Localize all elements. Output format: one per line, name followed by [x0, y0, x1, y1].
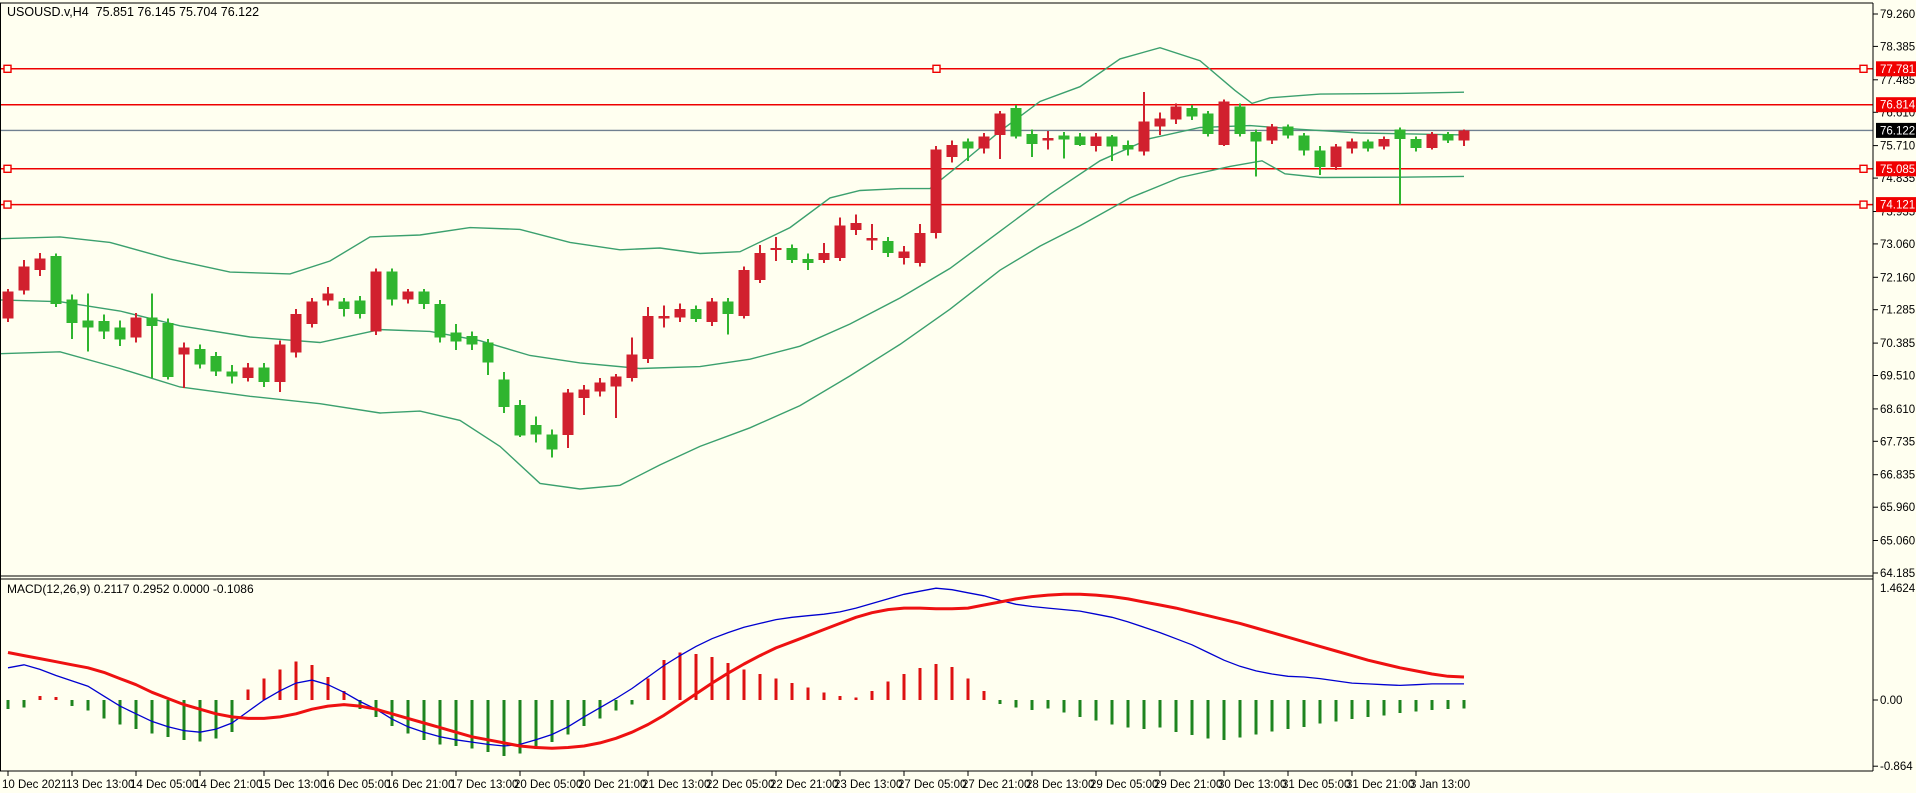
- bollinger-upper-band: [0, 46, 1465, 275]
- price-tick-label: 69.510: [1880, 371, 1915, 383]
- price-tick-label: 79.260: [1880, 9, 1915, 21]
- bollinger-middle-band: [0, 124, 1465, 370]
- price-tick-label: 65.960: [1880, 502, 1915, 514]
- line-anchor: [1859, 200, 1868, 209]
- hline-price-tag: [1876, 61, 1916, 77]
- svg-text:76.814: 76.814: [1880, 100, 1916, 112]
- line-anchor: [1859, 64, 1868, 74]
- price-tick-label: 72.160: [1880, 272, 1915, 284]
- line-anchor: [3, 164, 12, 174]
- macd-signal-line: [7, 592, 1465, 750]
- time-tick-label: 31 Dec 21:00: [1346, 779, 1414, 791]
- time-tick-label: 29 Dec 21:00: [1154, 779, 1222, 791]
- price-tick-label: 77.485: [1880, 75, 1915, 87]
- svg-text:74.121: 74.121: [1880, 200, 1915, 212]
- time-tick-label: 31 Dec 05:00: [1282, 779, 1350, 791]
- price-tick-label: 66.835: [1880, 470, 1915, 482]
- time-tick-label: 29 Dec 05:00: [1090, 779, 1158, 791]
- time-tick-label: 30 Dec 13:00: [1218, 779, 1286, 791]
- svg-text:76.122: 76.122: [1880, 125, 1915, 137]
- time-tick-label: 23 Dec 13:00: [834, 779, 902, 791]
- time-tick-label: 14 Dec 21:00: [194, 779, 262, 791]
- time-tick-label: 13 Dec 13:00: [66, 779, 134, 791]
- time-tick-label: 15 Dec 13:00: [258, 779, 326, 791]
- hline-price-tag: [1876, 161, 1916, 177]
- svg-text:75.085: 75.085: [1880, 164, 1915, 176]
- price-tick-label: 67.735: [1880, 436, 1915, 448]
- macd-min-label: -0.864: [1880, 761, 1913, 773]
- time-tick-label: 22 Dec 21:00: [770, 779, 838, 791]
- price-tick-label: 70.385: [1880, 338, 1915, 350]
- macd-axis[interactable]: 1.4624 0.00 -0.864: [1873, 583, 1916, 773]
- time-tick-label: 20 Dec 05:00: [514, 779, 582, 791]
- time-tick-label: 16 Dec 21:00: [386, 779, 454, 791]
- price-tick-label: 68.610: [1880, 404, 1915, 416]
- time-tick-label: 3 Jan 13:00: [1410, 779, 1470, 791]
- svg-text:77.781: 77.781: [1880, 64, 1915, 76]
- hline-price-tag: [1876, 197, 1916, 213]
- time-tick-label: 27 Dec 05:00: [898, 779, 966, 791]
- bollinger-lower-band: [0, 160, 1465, 490]
- line-anchor: [3, 200, 12, 209]
- price-tick-label: 64.185: [1880, 568, 1915, 580]
- time-tick-label: 10 Dec 2021: [2, 779, 67, 791]
- line-anchor: [932, 64, 941, 74]
- price-tick-label: 65.060: [1880, 536, 1915, 548]
- time-tick-label: 28 Dec 13:00: [1026, 779, 1094, 791]
- line-anchor: [3, 64, 12, 74]
- candlestick-series: [2, 92, 1470, 458]
- pane-frames: [0, 2, 1874, 772]
- line-anchor: [1859, 164, 1868, 174]
- time-tick-label: 20 Dec 21:00: [578, 779, 646, 791]
- price-tick-label: 71.285: [1880, 305, 1915, 317]
- time-tick-label: 16 Dec 05:00: [322, 779, 390, 791]
- time-tick-label: 14 Dec 05:00: [130, 779, 198, 791]
- macd-line: [7, 587, 1464, 747]
- current-price-tag: [1876, 122, 1916, 138]
- price-tick-label: 73.060: [1880, 239, 1915, 251]
- price-tick-label: 75.710: [1880, 141, 1915, 153]
- price-tags: 77.781 76.814 75.085 74.121 76.122: [1876, 61, 1916, 213]
- time-tick-label: 21 Dec 13:00: [642, 779, 710, 791]
- price-tick-label: 78.385: [1880, 41, 1915, 53]
- macd-zero-label: 0.00: [1880, 695, 1902, 707]
- macd-max-label: 1.4624: [1880, 583, 1916, 595]
- time-tick-label: 27 Dec 21:00: [962, 779, 1030, 791]
- time-tick-label: 17 Dec 13:00: [450, 779, 518, 791]
- time-tick-label: 22 Dec 05:00: [706, 779, 774, 791]
- hline-price-tag: [1876, 97, 1916, 113]
- price-axis[interactable]: 79.26078.38577.48576.61075.71074.83573.9…: [1873, 9, 1915, 580]
